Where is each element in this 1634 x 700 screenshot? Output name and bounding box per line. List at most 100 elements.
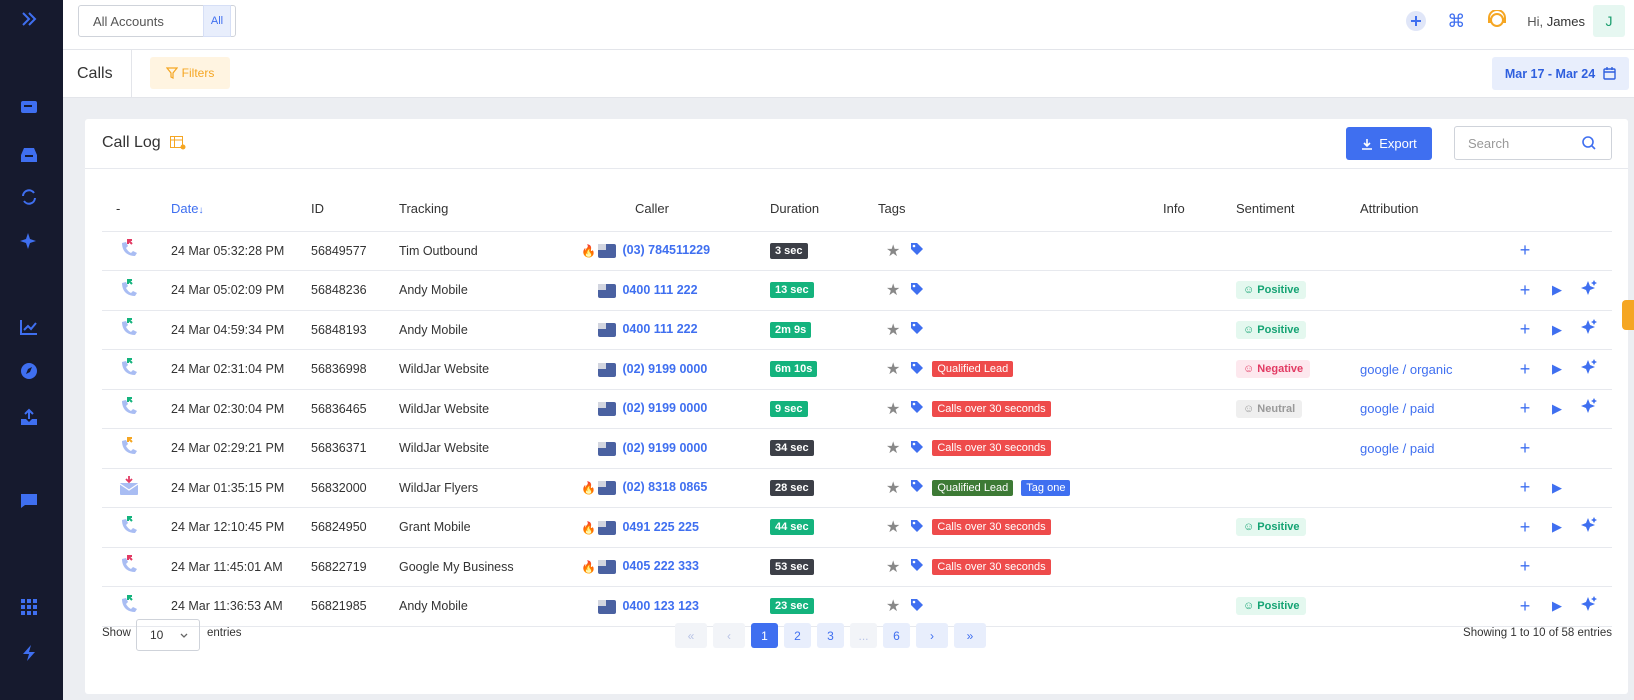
- caller-number[interactable]: 0491 225 225: [622, 519, 699, 534]
- add-icon[interactable]: [1406, 11, 1427, 31]
- ai-sparkle-icon[interactable]: [1580, 397, 1598, 420]
- caller-number[interactable]: (02) 9199 0000: [622, 361, 708, 376]
- caller-number[interactable]: (02) 8318 0865: [622, 480, 708, 495]
- attribution-link[interactable]: google / paid: [1360, 401, 1435, 417]
- table-row[interactable]: 24 Mar 11:45:01 AM 56822719 Google My Busi…: [102, 547, 1612, 587]
- account-select[interactable]: All Accounts: [78, 5, 236, 37]
- tag-icon[interactable]: [910, 598, 924, 615]
- attribution-link[interactable]: google / organic: [1360, 361, 1453, 377]
- star-icon[interactable]: ★: [886, 361, 901, 379]
- caller-number[interactable]: 0400 123 123: [622, 598, 699, 613]
- play-icon[interactable]: ▶: [1552, 361, 1562, 377]
- star-icon[interactable]: ★: [886, 519, 901, 537]
- play-icon[interactable]: ▶: [1552, 598, 1562, 614]
- date-range-picker[interactable]: Mar 17 - Mar 24: [1492, 57, 1629, 90]
- ai-sparkle-icon[interactable]: [1580, 358, 1598, 381]
- tag-icon[interactable]: [910, 559, 924, 575]
- table-row[interactable]: 24 Mar 02:30:04 PM 56836465 WildJar Websit…: [102, 389, 1612, 429]
- add-icon[interactable]: +: [1519, 358, 1531, 379]
- prev-page-button[interactable]: ‹: [713, 623, 745, 648]
- first-page-button[interactable]: «: [675, 623, 707, 648]
- page-button[interactable]: 6: [883, 623, 910, 648]
- sidebar-item-chat[interactable]: [18, 490, 40, 512]
- table-row[interactable]: 24 Mar 05:02:09 PM 56848236 Andy Mobile 04…: [102, 270, 1612, 311]
- ai-sparkle-icon[interactable]: [1580, 318, 1598, 341]
- last-page-button[interactable]: »: [954, 623, 986, 648]
- side-call-widget-tab[interactable]: [1622, 300, 1634, 330]
- tag-icon[interactable]: [910, 361, 924, 378]
- star-icon[interactable]: ★: [886, 321, 901, 339]
- play-icon[interactable]: ▶: [1552, 321, 1562, 337]
- col-select[interactable]: -: [102, 187, 171, 232]
- tag-icon[interactable]: [910, 480, 924, 496]
- play-icon[interactable]: ▶: [1552, 519, 1562, 535]
- table-row[interactable]: 24 Mar 02:31:04 PM 56836998 WildJar Websit…: [102, 349, 1612, 390]
- all-accounts-button[interactable]: All: [203, 5, 231, 37]
- tag-icon[interactable]: [910, 401, 924, 417]
- sidebar-item-calls[interactable]: [18, 360, 40, 382]
- sidebar-item-ai-sparkle[interactable]: [18, 230, 40, 252]
- next-page-button[interactable]: ›: [916, 623, 948, 648]
- tag-icon[interactable]: [910, 243, 924, 259]
- search-icon[interactable]: [1582, 136, 1596, 150]
- tag-icon[interactable]: [910, 519, 924, 536]
- col-date[interactable]: Date↓: [171, 187, 311, 232]
- caller-number[interactable]: 0400 111 222: [622, 282, 698, 297]
- star-icon[interactable]: ★: [886, 242, 901, 260]
- sidebar-item-inbox[interactable]: [18, 144, 40, 166]
- star-icon[interactable]: ★: [886, 440, 901, 458]
- ai-sparkle-icon[interactable]: [1580, 595, 1598, 618]
- avatar[interactable]: J: [1593, 5, 1625, 37]
- sidebar-item-messages[interactable]: [18, 96, 40, 118]
- page-button[interactable]: 1: [751, 623, 778, 648]
- table-row[interactable]: 24 Mar 01:35:15 PM 56832000 WildJar Flyers…: [102, 468, 1612, 508]
- star-icon[interactable]: ★: [886, 558, 901, 576]
- play-icon[interactable]: ▶: [1552, 282, 1562, 298]
- add-icon[interactable]: +: [1519, 477, 1531, 498]
- add-icon[interactable]: +: [1519, 516, 1531, 537]
- add-icon[interactable]: +: [1519, 240, 1531, 261]
- tag-icon[interactable]: [910, 322, 924, 338]
- table-row[interactable]: 24 Mar 02:29:21 PM 56836371 WildJar Websit…: [102, 428, 1612, 469]
- filters-button[interactable]: Filters: [150, 57, 230, 89]
- add-icon[interactable]: +: [1519, 595, 1531, 616]
- add-icon[interactable]: +: [1519, 319, 1531, 340]
- page-button[interactable]: 2: [784, 623, 811, 648]
- sidebar-item-upload[interactable]: [18, 406, 40, 428]
- table-row[interactable]: 24 Mar 04:59:34 PM 56848193 Andy Mobile 04…: [102, 310, 1612, 350]
- add-icon[interactable]: +: [1519, 556, 1531, 577]
- sidebar-item-reports[interactable]: [18, 316, 40, 338]
- page-button[interactable]: 3: [817, 623, 844, 648]
- table-row[interactable]: 24 Mar 05:32:28 PM 56849577 Tim Outbound 🔥 …: [102, 231, 1612, 271]
- caller-number[interactable]: 0400 111 222: [622, 322, 698, 337]
- caller-number[interactable]: 0405 222 333: [622, 559, 699, 574]
- tag-icon[interactable]: [910, 282, 924, 299]
- ai-sparkle-icon[interactable]: [1580, 279, 1598, 302]
- table-row[interactable]: 24 Mar 12:10:45 PM 56824950 Grant Mobile 🔥 …: [102, 507, 1612, 548]
- add-icon[interactable]: +: [1519, 398, 1531, 419]
- sidebar-item-sync[interactable]: [18, 186, 40, 208]
- star-icon[interactable]: ★: [886, 598, 901, 616]
- expand-sidebar-icon[interactable]: [18, 8, 40, 30]
- attribution-link[interactable]: google / paid: [1360, 440, 1435, 456]
- export-button[interactable]: Export: [1346, 127, 1432, 160]
- command-icon[interactable]: ⌘: [1447, 11, 1466, 31]
- ai-sparkle-icon[interactable]: [1580, 516, 1598, 539]
- add-icon[interactable]: +: [1519, 437, 1531, 458]
- tag-icon[interactable]: [910, 440, 924, 457]
- caller-number[interactable]: (03) 784511229: [622, 243, 711, 258]
- search-input[interactable]: [1454, 126, 1612, 160]
- play-icon[interactable]: ▶: [1552, 400, 1562, 416]
- entries-select[interactable]: 10: [136, 619, 200, 651]
- sidebar-item-integrations[interactable]: [18, 642, 40, 664]
- play-icon[interactable]: ▶: [1552, 479, 1562, 495]
- support-icon[interactable]: [1487, 8, 1507, 33]
- table-row[interactable]: 24 Mar 11:36:53 AM 56821985 Andy Mobile 04…: [102, 586, 1612, 627]
- sidebar-item-apps[interactable]: [18, 596, 40, 618]
- add-icon[interactable]: +: [1519, 279, 1531, 300]
- star-icon[interactable]: ★: [886, 282, 901, 300]
- star-icon[interactable]: ★: [886, 400, 901, 418]
- caller-number[interactable]: (02) 9199 0000: [622, 401, 708, 416]
- table-settings-icon[interactable]: [169, 136, 186, 150]
- caller-number[interactable]: (02) 9199 0000: [622, 440, 708, 455]
